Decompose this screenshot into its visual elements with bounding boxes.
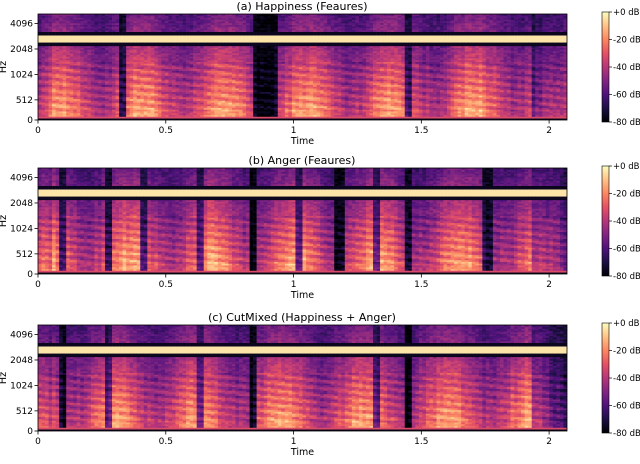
x-tick-label: 0.5 [159, 437, 173, 447]
colorbar-tick-label: +0 dB [613, 162, 640, 172]
x-tick-label: 1.5 [414, 280, 428, 290]
x-tick-label: 2 [546, 280, 552, 290]
x-tick-label: 0.5 [159, 280, 173, 290]
colorbar-tick-label: -40 dB [613, 217, 640, 227]
spectrogram-plot [38, 168, 567, 274]
x-tick-label: 0 [35, 280, 41, 290]
x-tick-label: 2 [546, 126, 552, 136]
colorbar: +0 dB -20 dB -40 dB -60 dB -80 dB [602, 8, 640, 128]
y-tick-label: 4096 [10, 20, 33, 30]
x-tick-label: 1.5 [414, 437, 428, 447]
panel-anger: (b) Anger (Feaures) 0 0.5 1 1.5 2 Time 0 512 102… [0, 154, 640, 301]
y-tick-label: 1024 [10, 382, 33, 392]
colorbar: +0 dB -20 dB -40 dB -60 dB -80 dB [602, 162, 640, 282]
x-tick-label: 1 [291, 437, 297, 447]
colorbar-scale [602, 166, 609, 276]
y-tick-label: 0 [27, 427, 33, 437]
colorbar-tick-label: -60 dB [613, 91, 640, 101]
y-tick-label: 2048 [10, 45, 33, 55]
y-tick-label: 0 [27, 270, 33, 280]
y-tick-label: 512 [16, 407, 33, 417]
x-tick-label: 0 [35, 126, 41, 136]
y-tick-label: 4096 [10, 174, 33, 184]
colorbar: +0 dB -20 dB -40 dB -60 dB -80 dB [602, 319, 640, 439]
x-tick-label: 0 [35, 437, 41, 447]
x-axis-label: Time [290, 447, 314, 458]
x-tick-label: 0.5 [159, 126, 173, 136]
colorbar-tick-label: -20 dB [613, 36, 640, 46]
y-tick-label: 1024 [10, 71, 33, 81]
colorbar-tick-label: -40 dB [613, 374, 640, 384]
y-tick-label: 512 [16, 250, 33, 260]
y-tick-label: 2048 [10, 199, 33, 209]
colorbar-tick-label: +0 dB [613, 319, 640, 329]
colorbar-tick-label: -60 dB [613, 402, 640, 412]
x-tick-label: 1.5 [414, 126, 428, 136]
colorbar-scale [602, 12, 609, 122]
panel-title: (c) CutMixed (Happiness + Anger) [208, 311, 396, 324]
panel-title: (a) Happiness (Feaures) [236, 0, 367, 13]
spectrogram-plot [38, 14, 567, 120]
colorbar-tick-label: -80 dB [613, 429, 640, 439]
colorbar-tick-label: -20 dB [613, 347, 640, 357]
y-tick-label: 4096 [10, 331, 33, 341]
y-tick-label: 0 [27, 116, 33, 126]
colorbar-tick-label: +0 dB [613, 8, 640, 18]
panel-cutmixed: (c) CutMixed (Happiness + Anger) 0 0.5 1 1.… [0, 311, 640, 458]
colorbar-tick-label: -80 dB [613, 118, 640, 128]
y-axis-label: Hz [0, 215, 9, 227]
colorbar-tick-label: -40 dB [613, 63, 640, 73]
y-axis-label: Hz [0, 372, 9, 384]
colorbar-scale [602, 323, 609, 433]
panel-happiness: (a) Happiness (Feaures) 0 0.5 1 1.5 2 Time 0 51… [0, 0, 640, 147]
panel-title: (b) Anger (Feaures) [249, 154, 356, 167]
y-tick-label: 2048 [10, 356, 33, 366]
x-tick-label: 2 [546, 437, 552, 447]
spectrogram-plot [38, 325, 567, 431]
colorbar-tick-label: -20 dB [613, 190, 640, 200]
colorbar-tick-label: -80 dB [613, 272, 640, 282]
x-axis-label: Time [290, 290, 314, 301]
x-tick-label: 1 [291, 126, 297, 136]
y-tick-label: 1024 [10, 225, 33, 235]
x-tick-label: 1 [291, 280, 297, 290]
colorbar-tick-label: -60 dB [613, 245, 640, 255]
y-tick-label: 512 [16, 96, 33, 106]
x-axis-label: Time [290, 136, 314, 147]
y-axis-label: Hz [0, 61, 9, 73]
